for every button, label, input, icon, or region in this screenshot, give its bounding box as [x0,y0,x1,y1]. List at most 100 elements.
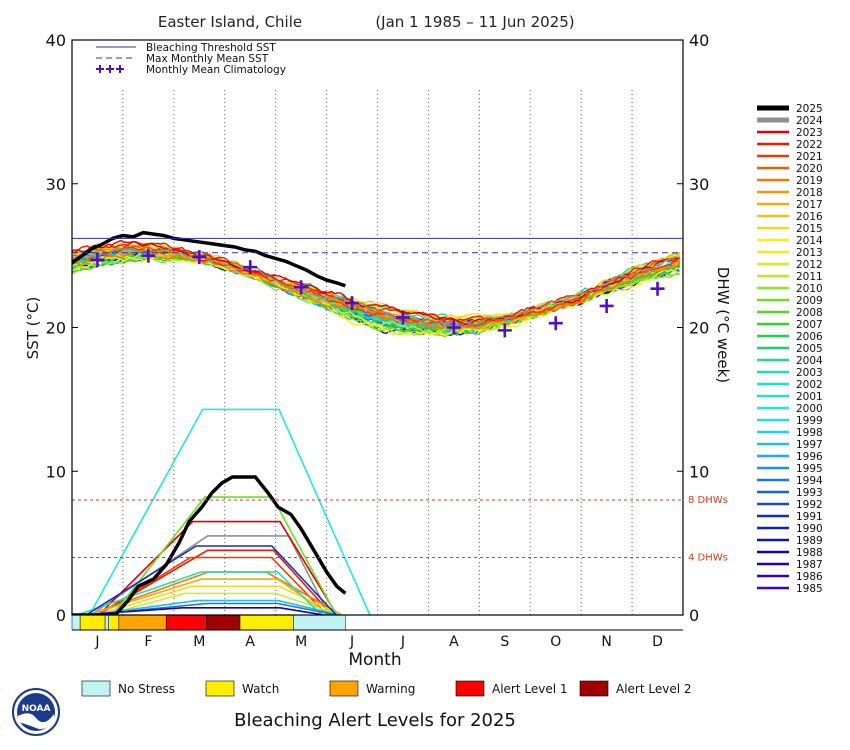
sst-series-2019 [72,250,681,330]
year-legend-label: 2003 [796,367,823,379]
climatology-marker [395,310,410,325]
alert-segment [165,614,207,631]
year-legend-label: 2024 [796,115,823,127]
climatology-marker [650,281,665,296]
legend-plus-marker [106,65,114,73]
y-tick-label-left: 30 [46,175,66,194]
noaa-logo: NOAA [12,688,60,736]
y-tick-label-right: 30 [689,175,709,194]
climatology-marker [497,323,512,338]
year-legend-label: 1996 [796,451,823,463]
year-legend-label: 2005 [796,343,823,355]
year-legend-label: 2004 [796,355,823,367]
climatology-marker [192,250,207,265]
legend-plus-marker [96,65,104,73]
sst-series-2021 [72,246,681,327]
noaa-logo-text: NOAA [22,704,51,714]
year-legend-label: 1986 [796,571,823,583]
alert-segment [71,614,81,631]
y-tick-label-left: 20 [46,319,66,338]
x-axis-label: Month [348,650,401,670]
year-legend-label: 2025 [796,103,823,115]
dhw-series-2012 [105,592,341,615]
alert-bar-title: Bleaching Alert Levels for 2025 [234,710,516,731]
year-legend-label: 2009 [796,295,823,307]
y-axis-label-right: DHW (°C week) [714,267,732,383]
alert-segment [118,614,167,631]
y-tick-label-left: 40 [46,31,66,50]
year-legend-label: 2011 [796,271,823,283]
year-legend-label: 1987 [796,559,823,571]
climatology-marker [599,298,614,313]
dhw-series-1988 [79,606,325,615]
year-legend-label: 1988 [796,547,823,559]
year-legend-label: 2023 [796,127,823,139]
dhw-series-2000 [88,408,371,615]
month-tick-label: M [295,634,307,650]
year-legend-label: 1995 [796,463,823,475]
alert-segment [79,614,106,631]
alert-legend-label: Alert Level 1 [492,682,568,696]
y-tick-label-left: 10 [46,462,66,481]
year-legend-label: 2015 [796,223,823,235]
dhw-threshold-label: 4 DHWs [688,553,728,564]
y-tick-label-left: 0 [56,606,66,625]
month-tick-label: S [500,634,509,650]
alert-legend-swatch [579,680,609,697]
month-tick-label: J [349,634,354,650]
dhw-series-1994 [86,602,337,615]
alert-legend-label: No Stress [118,682,175,696]
dhw-series-2009 [112,496,338,615]
year-legend-label: 2020 [796,163,823,175]
dhw-series-2022 [97,549,333,615]
legend-label: Monthly Mean Climatology [146,64,286,76]
year-legend-label: 2001 [796,391,823,403]
year-legend-label: 1999 [796,415,823,427]
year-legend-label: 2014 [796,235,823,247]
sst-series-2025 [72,230,346,288]
month-tick-label: D [652,634,663,650]
month-tick-label: A [449,634,459,650]
climatology-marker [90,252,105,267]
year-legend-label: 2016 [796,211,823,223]
year-legend-label: 2018 [796,187,823,199]
month-tick-label: F [144,634,152,650]
year-legend-label: 2000 [796,403,823,415]
year-legend-label: 1998 [796,427,823,439]
alert-segment [239,614,294,631]
climatology-marker [548,316,563,331]
legend-label: Max Monthly Mean SST [146,53,269,65]
month-tick-label: N [601,634,611,650]
year-legend-label: 1991 [796,511,823,523]
sst-series-2024 [72,246,681,328]
year-legend-label: 2022 [796,139,823,151]
year-legend-label: 2013 [796,247,823,259]
alert-legend-swatch [329,680,359,697]
climatology-marker [243,260,258,275]
year-legend-label: 2002 [796,379,823,391]
y-tick-label-right: 0 [689,606,699,625]
year-legend-label: 1997 [796,439,823,451]
alert-legend-label: Warning [366,682,415,696]
alert-segment [104,614,109,631]
year-legend-label: 2008 [796,307,823,319]
year-legend-label: 2017 [796,199,823,211]
year-legend-label: 2007 [796,319,823,331]
alert-legend-label: Watch [242,682,279,696]
sst-series-2023 [72,239,681,327]
month-tick-label: A [245,634,255,650]
dhw-threshold-label: 8 DHWs [688,495,728,506]
y-tick-label-right: 40 [689,31,709,50]
climatology-marker [294,280,309,295]
year-legend-label: 1993 [796,487,823,499]
month-tick-label: J [400,634,405,650]
dhw-series-1997 [90,599,341,615]
climatology-marker [345,296,360,311]
dhw-series-2023 [98,520,338,615]
climatology-marker [446,320,461,335]
month-tick-label: M [193,634,205,650]
year-legend-label: 1990 [796,523,823,535]
legend-plus-marker [116,65,124,73]
month-tick-label: O [550,634,561,650]
